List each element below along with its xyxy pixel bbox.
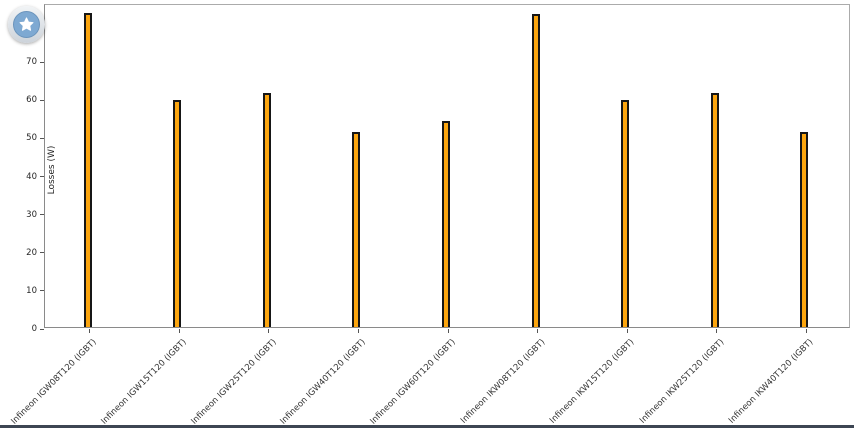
y-axis-label: Losses (W) bbox=[47, 145, 57, 195]
x-tick-label: Infineon IGW25T120 (IGBT) bbox=[188, 337, 279, 427]
bar-2 bbox=[173, 99, 182, 327]
x-tick-label: Infineon IKW40T120 (IGBT) bbox=[727, 337, 816, 426]
bar-3 bbox=[262, 92, 271, 327]
y-tick-mark bbox=[40, 214, 44, 216]
y-tick-label: 60 bbox=[26, 95, 37, 106]
y-tick-mark bbox=[40, 328, 44, 330]
bar-4 bbox=[352, 132, 361, 327]
x-tick-label: Infineon IKW25T120 (IGBT) bbox=[637, 337, 727, 426]
x-tick-label: Infineon IKW15T120 (IGBT) bbox=[548, 337, 637, 426]
favorite-badge[interactable] bbox=[8, 6, 45, 43]
x-tick-label: Infineon IKW08T120 (IGBT) bbox=[458, 337, 547, 426]
x-tick-mark bbox=[357, 329, 359, 333]
y-tick-mark bbox=[40, 61, 44, 63]
y-tick-label: 20 bbox=[26, 247, 37, 258]
bar-6 bbox=[531, 14, 540, 327]
y-tick-label: 50 bbox=[26, 133, 37, 144]
x-tick-mark bbox=[89, 329, 91, 333]
bar-1 bbox=[83, 13, 92, 327]
x-tick-mark bbox=[268, 329, 270, 333]
window-bottom-edge bbox=[0, 425, 854, 428]
y-tick-mark bbox=[40, 99, 44, 101]
y-tick-label: 70 bbox=[26, 57, 37, 68]
x-tick-mark bbox=[805, 329, 807, 333]
x-tick-mark bbox=[626, 329, 628, 333]
x-tick-label: Infineon IGW60T120 (IGBT) bbox=[368, 337, 458, 427]
bar-9 bbox=[800, 132, 809, 327]
x-tick-label: Infineon IGW08T120 (IGBT) bbox=[9, 337, 100, 427]
y-tick-label: 40 bbox=[26, 171, 37, 182]
x-tick-mark bbox=[178, 329, 180, 333]
y-tick-label: 10 bbox=[26, 285, 37, 296]
star-icon bbox=[13, 11, 40, 38]
bar-8 bbox=[710, 92, 719, 327]
plot-area: Losses (W) 0 10 20 30 40 50 60 70 Infineon IGW08… bbox=[10, 4, 850, 427]
y-tick-mark bbox=[40, 290, 44, 292]
bar-7 bbox=[621, 99, 630, 327]
y-tick-label: 30 bbox=[26, 209, 37, 220]
x-tick-mark bbox=[537, 329, 539, 333]
y-tick-mark bbox=[40, 176, 44, 178]
x-tick-mark bbox=[447, 329, 449, 333]
x-tick-mark bbox=[716, 329, 718, 333]
x-tick-label: Infineon IGW40T120 (IGBT) bbox=[278, 337, 368, 427]
y-tick-label: 0 bbox=[31, 324, 37, 334]
y-tick-mark bbox=[40, 137, 44, 139]
x-tick-label: Infineon IGW15T120 (IGBT) bbox=[99, 337, 189, 427]
bar-5 bbox=[442, 121, 450, 327]
y-tick-mark bbox=[40, 252, 44, 254]
